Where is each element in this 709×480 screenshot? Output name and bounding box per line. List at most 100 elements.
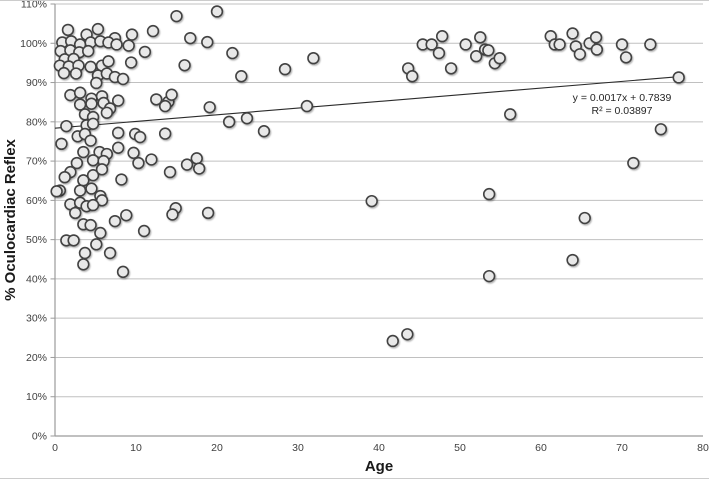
data-point (116, 265, 130, 279)
data-point (124, 56, 138, 69)
data-point (589, 31, 603, 44)
data-point (300, 99, 314, 113)
data-point (122, 39, 135, 52)
data-point (137, 224, 151, 238)
trendline-equation-label: y = 0.0017x + 0.7839 (573, 92, 672, 104)
data-point (138, 45, 152, 59)
data-point (108, 214, 122, 228)
data-point (406, 70, 419, 83)
data-point (166, 208, 179, 221)
y-tick-label: 0% (32, 431, 47, 443)
data-point (163, 165, 177, 179)
data-point (672, 71, 685, 84)
gridlines (55, 3, 703, 398)
data-point (235, 70, 248, 83)
data-point (133, 130, 147, 144)
x-tick-label: 50 (454, 442, 466, 454)
data-point (55, 137, 68, 151)
y-tick-label: 90% (26, 77, 47, 89)
x-tick-label: 30 (292, 442, 304, 454)
x-tick-label: 70 (616, 442, 628, 454)
data-point (401, 328, 414, 341)
data-point (146, 24, 160, 38)
data-point (77, 145, 90, 159)
data-point (222, 115, 236, 129)
data-point (70, 156, 84, 170)
data-point (94, 226, 107, 240)
data-point (386, 334, 399, 348)
data-point (90, 238, 103, 251)
data-point (619, 51, 633, 64)
data-point (86, 154, 100, 167)
data-point (365, 194, 378, 208)
y-tick-labels: 0% 10% 20% 30% 40% 50% 60% 70% 80% 90% 100% 110% (20, 1, 47, 443)
y-axis-title: % Oculocardiac Reflex (2, 138, 19, 300)
data-point (493, 51, 506, 65)
data-point (654, 123, 668, 136)
data-point (86, 117, 100, 130)
data-point (132, 156, 145, 170)
y-tick-label: 70% (26, 156, 47, 168)
data-point (573, 48, 587, 61)
data-point (95, 163, 109, 176)
data-point (86, 198, 100, 212)
data-point (60, 119, 73, 133)
data-point (61, 23, 75, 37)
data-point (57, 66, 71, 80)
data-point (103, 246, 117, 260)
y-tick-label: 30% (26, 313, 47, 325)
data-point (578, 211, 591, 225)
x-tick-label: 80 (697, 442, 709, 454)
data-point (91, 22, 105, 36)
y-tick-label: 60% (26, 195, 47, 207)
data-point (150, 93, 163, 106)
data-point (165, 88, 178, 101)
axes (50, 3, 703, 437)
data-point (102, 55, 115, 68)
data-point (435, 30, 449, 43)
x-tick-label: 20 (211, 442, 223, 454)
data-point (459, 38, 472, 51)
data-point (84, 218, 97, 232)
data-point (203, 101, 216, 114)
data-point (145, 153, 158, 166)
y-tick-label: 50% (26, 234, 47, 246)
data-point (69, 67, 83, 80)
y-tick-label: 10% (26, 391, 47, 403)
data-point (90, 76, 103, 90)
data-point (77, 258, 90, 271)
data-point (125, 28, 139, 41)
y-tick-label: 80% (26, 116, 47, 128)
data-point (120, 209, 133, 222)
data-point (84, 134, 97, 147)
data-point (482, 269, 496, 283)
x-tick-label: 10 (130, 442, 142, 454)
x-axis-title: Age (365, 458, 393, 475)
data-point (158, 127, 172, 140)
data-point (180, 158, 194, 171)
data-point (116, 72, 130, 86)
y-tick-label: 110% (21, 1, 47, 11)
data-point (482, 187, 496, 201)
data-point (127, 146, 140, 160)
data-point (69, 206, 82, 220)
data-point (50, 185, 63, 198)
trendline-r-squared-label: R² = 0.03897 (591, 105, 652, 117)
data-point (73, 184, 87, 197)
data-point (110, 38, 123, 51)
data-point (240, 112, 254, 125)
data-point (504, 108, 517, 121)
data-point (257, 125, 271, 138)
data-point (278, 62, 292, 76)
x-tick-label: 60 (535, 442, 547, 454)
y-tick-label: 20% (26, 352, 47, 364)
data-point (226, 46, 239, 60)
data-point (590, 43, 604, 56)
data-point (184, 31, 197, 45)
data-point (111, 94, 125, 107)
data-point (201, 35, 214, 49)
data-point (470, 50, 483, 63)
data-points (50, 5, 685, 348)
